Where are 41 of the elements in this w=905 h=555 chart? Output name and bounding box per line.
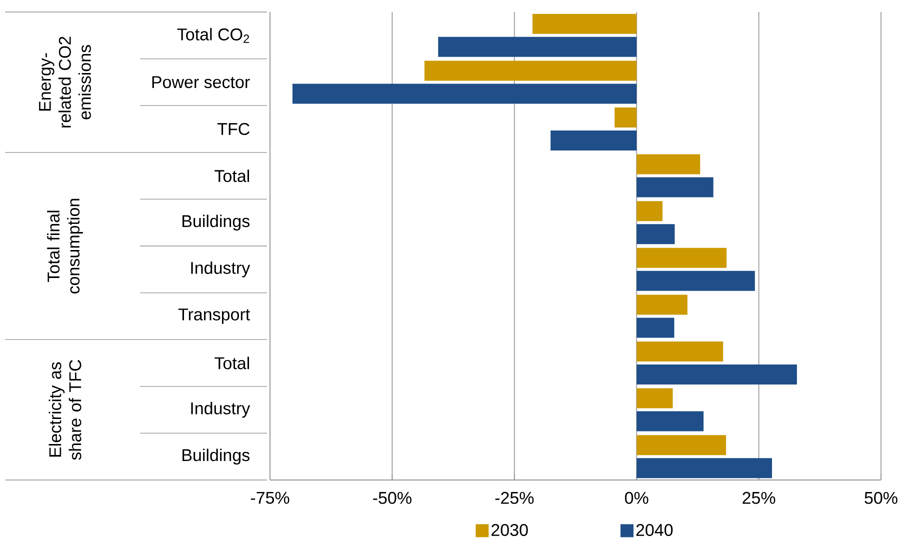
bar — [636, 154, 700, 174]
text: Total final consumption — [47, 198, 83, 294]
y-tick-label: TFC — [217, 122, 250, 136]
bar — [532, 14, 637, 34]
bar — [636, 364, 797, 385]
bar — [292, 84, 637, 104]
text: Electricity as share of TFC — [48, 360, 82, 460]
bar — [636, 177, 714, 198]
bar — [636, 224, 675, 244]
x-tick-label: -75% — [250, 492, 290, 504]
bar — [424, 60, 637, 81]
bar — [636, 411, 704, 432]
y-tick-label: Total — [214, 356, 250, 370]
bar — [438, 36, 637, 57]
y-tick-label: Power sector — [152, 76, 250, 88]
bar — [636, 201, 663, 222]
bar — [636, 388, 673, 408]
text: Energy-related CO2 emissions — [39, 36, 91, 128]
y-tick-label: Transport — [178, 308, 250, 324]
bar — [636, 294, 688, 315]
x-tick-label: 25% — [742, 492, 776, 504]
bar — [636, 248, 727, 268]
y-tick-label: Total — [214, 170, 250, 182]
y-tick-label: Total CO$_{2}$ — [177, 28, 250, 43]
x-tick-label: -50% — [373, 492, 412, 504]
y-tick-label: Buildings — [182, 214, 250, 231]
bar — [614, 108, 637, 128]
x-tick-label: 50% — [864, 492, 898, 504]
legend-label: 2030 — [492, 524, 528, 536]
x-tick-label: -25% — [495, 492, 534, 504]
y-tick-label: Buildings — [182, 448, 250, 465]
bar — [636, 270, 755, 291]
bar — [636, 458, 772, 478]
bar — [550, 130, 637, 151]
legend-label: 2040 — [636, 524, 673, 536]
bar — [636, 435, 726, 456]
y-tick-label: Industry — [191, 402, 250, 418]
x-tick-label: 0% — [624, 492, 648, 504]
y-tick-label: Industry — [191, 261, 250, 278]
bar — [636, 342, 724, 362]
bar — [636, 318, 674, 338]
